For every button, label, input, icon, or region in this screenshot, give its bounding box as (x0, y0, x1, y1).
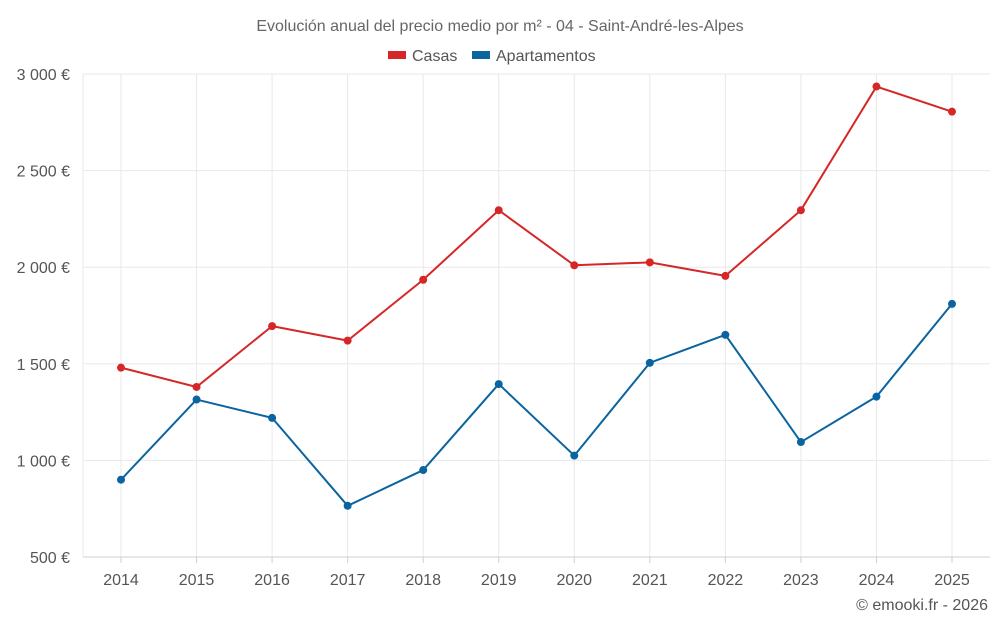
data-point[interactable] (645, 258, 654, 267)
series-casas (117, 82, 956, 391)
y-tick-label: 500 € (30, 550, 70, 567)
y-tick-label: 3 000 € (17, 67, 70, 84)
x-tick-label: 2015 (179, 572, 215, 589)
legend-swatch (388, 51, 406, 59)
legend-item-casas[interactable]: Casas (388, 48, 457, 65)
series-apartamentos (117, 299, 956, 510)
x-tick-label: 2016 (254, 572, 290, 589)
data-point[interactable] (268, 413, 277, 422)
y-tick-label: 1 500 € (17, 357, 70, 374)
y-tick-label: 2 500 € (17, 164, 70, 181)
legend-label: Casas (412, 48, 457, 65)
x-tick-label: 2024 (859, 572, 895, 589)
data-point[interactable] (192, 395, 201, 404)
x-tick-label: 2021 (632, 572, 668, 589)
data-point[interactable] (721, 271, 730, 280)
data-point[interactable] (117, 363, 125, 372)
data-point[interactable] (494, 206, 503, 215)
legend: Casas Apartamentos (388, 48, 596, 65)
data-point[interactable] (343, 336, 352, 345)
x-tick-label: 2025 (934, 572, 970, 589)
data-point[interactable] (419, 466, 428, 475)
data-point[interactable] (570, 451, 579, 460)
axes: 500 € 1 000 € 1 500 € 2 000 € 2 500 € 3 000 €… (17, 67, 990, 589)
x-tick-label: 2018 (405, 572, 441, 589)
data-point[interactable] (419, 275, 428, 284)
grid (82, 73, 990, 558)
x-tick-label: 2022 (708, 572, 744, 589)
credit-text: © emooki.fr - 2026 (856, 597, 988, 614)
data-point[interactable] (948, 107, 956, 116)
data-point[interactable] (796, 438, 805, 447)
legend-item-apartamentos[interactable]: Apartamentos (472, 48, 596, 65)
data-point[interactable] (570, 261, 579, 270)
data-point[interactable] (796, 206, 805, 215)
data-point[interactable] (645, 358, 654, 367)
x-tick-label: 2014 (103, 572, 139, 589)
data-point[interactable] (872, 392, 881, 401)
y-tick-label: 2 000 € (17, 260, 70, 277)
data-point[interactable] (268, 322, 277, 331)
chart-title: Evolución anual del precio medio por m² … (256, 18, 743, 35)
data-point[interactable] (721, 330, 730, 339)
data-point[interactable] (872, 82, 881, 91)
series-line (120, 303, 953, 507)
data-point[interactable] (343, 501, 352, 510)
x-tick-label: 2020 (556, 572, 592, 589)
data-point[interactable] (494, 380, 503, 389)
data-point[interactable] (192, 382, 201, 391)
legend-label: Apartamentos (496, 48, 596, 65)
y-tick-label: 1 000 € (17, 453, 70, 470)
series-line (120, 85, 953, 388)
series-layer (117, 82, 956, 510)
x-tick-label: 2023 (783, 572, 819, 589)
data-point[interactable] (117, 475, 125, 484)
x-tick-label: 2017 (330, 572, 366, 589)
x-tick-label: 2019 (481, 572, 517, 589)
legend-swatch (472, 51, 490, 59)
data-point[interactable] (948, 299, 956, 308)
